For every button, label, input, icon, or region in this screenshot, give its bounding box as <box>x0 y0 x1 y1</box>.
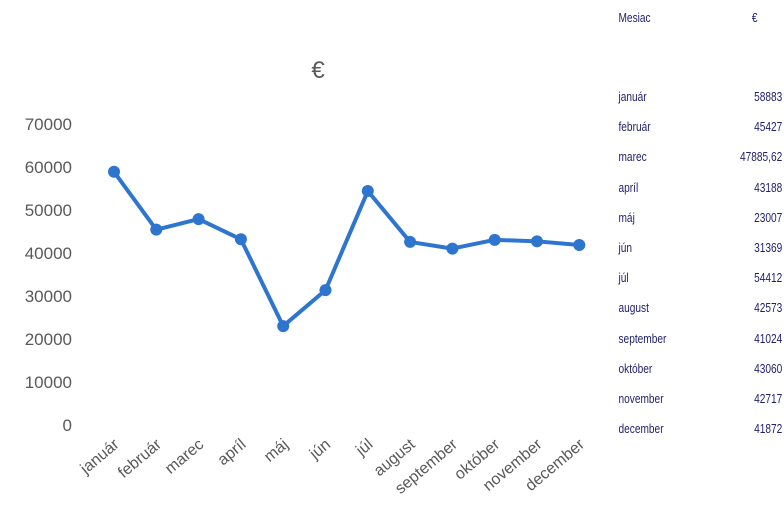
table-row: august 42573 <box>618 300 782 320</box>
row-month: december <box>618 421 664 437</box>
data-point <box>234 233 247 246</box>
row-month: február <box>618 119 651 135</box>
table-row: jún 31369 <box>618 240 782 260</box>
y-tick-label: 30000 <box>25 287 72 306</box>
data-point <box>192 213 205 226</box>
x-tick-label: marec <box>162 436 207 478</box>
data-point <box>361 185 374 198</box>
table-row: marec 47885,62 <box>618 149 782 169</box>
y-tick-label: 70000 <box>25 115 72 134</box>
row-value: 43060 <box>754 360 783 376</box>
row-value: 31369 <box>754 240 783 255</box>
row-month: august <box>618 300 649 316</box>
table-header: Mesiac € <box>618 10 782 30</box>
y-axis-ticks: 0 10000 20000 30000 40000 50000 60000 70000 <box>25 115 72 435</box>
row-value: 41024 <box>754 330 783 346</box>
header-month: Mesiac <box>618 10 651 25</box>
header-value: € <box>751 10 758 25</box>
row-month: november <box>618 391 664 406</box>
data-point <box>573 238 586 251</box>
x-tick-label: január <box>77 436 123 479</box>
data-point <box>404 235 417 248</box>
chart-title: € <box>311 57 325 84</box>
x-tick-label: jún <box>306 436 334 463</box>
data-point <box>108 165 120 178</box>
data-point <box>277 320 290 333</box>
table-row: február 45427 <box>618 119 782 139</box>
series-line <box>112 170 580 329</box>
x-tick-label: máj <box>261 436 292 466</box>
table-row: júl 54412 <box>618 270 782 290</box>
table-row: október 43060 <box>618 361 782 381</box>
x-tick-label: február <box>115 436 165 482</box>
table-row: september 41024 <box>618 331 782 351</box>
data-point <box>319 284 332 297</box>
table-row: máj 23007 <box>618 210 782 230</box>
row-month: júl <box>618 270 629 286</box>
y-tick-label: 50000 <box>25 201 72 220</box>
row-value: 42573 <box>754 300 783 316</box>
table-row: november 42717 <box>618 391 782 411</box>
y-tick-label: 0 <box>63 416 72 435</box>
table-row: december 41872 <box>618 421 782 441</box>
y-tick-label: 40000 <box>25 244 72 263</box>
row-value: 41872 <box>754 421 783 437</box>
chart-svg: € 0 10000 20000 30000 40000 50000 60000 70000 j… <box>25 57 589 498</box>
row-month: január <box>618 89 647 104</box>
data-point <box>488 233 501 246</box>
line-chart: € 0 10000 20000 30000 40000 50000 60000 70000 j… <box>25 57 589 498</box>
data-point <box>531 235 543 248</box>
y-tick-label: 10000 <box>25 373 72 392</box>
table-row: apríl 43188 <box>618 180 782 200</box>
data-point <box>446 242 459 255</box>
row-value: 42717 <box>754 391 783 406</box>
data-table: Mesiac € január 58883 február 45427 marec 478… <box>606 0 782 527</box>
row-value: 45427 <box>754 119 783 135</box>
y-tick-label: 20000 <box>25 330 72 349</box>
data-point <box>150 223 163 236</box>
table-row: január 58883 <box>618 89 782 109</box>
row-month: apríl <box>618 179 639 195</box>
y-tick-label: 60000 <box>25 158 72 177</box>
row-value: 43188 <box>754 179 783 195</box>
row-month: september <box>618 330 667 346</box>
row-month: máj <box>618 209 635 225</box>
row-value: 54412 <box>754 270 783 286</box>
row-value: 47885,62 <box>739 149 783 165</box>
row-month: október <box>618 360 653 376</box>
row-value: 23007 <box>754 209 783 225</box>
row-month: jún <box>618 240 633 255</box>
series-group <box>108 165 586 333</box>
row-value: 58883 <box>754 89 783 104</box>
row-month: marec <box>618 149 647 165</box>
x-tick-label: júl <box>352 436 376 460</box>
x-tick-label: apríl <box>215 436 250 469</box>
